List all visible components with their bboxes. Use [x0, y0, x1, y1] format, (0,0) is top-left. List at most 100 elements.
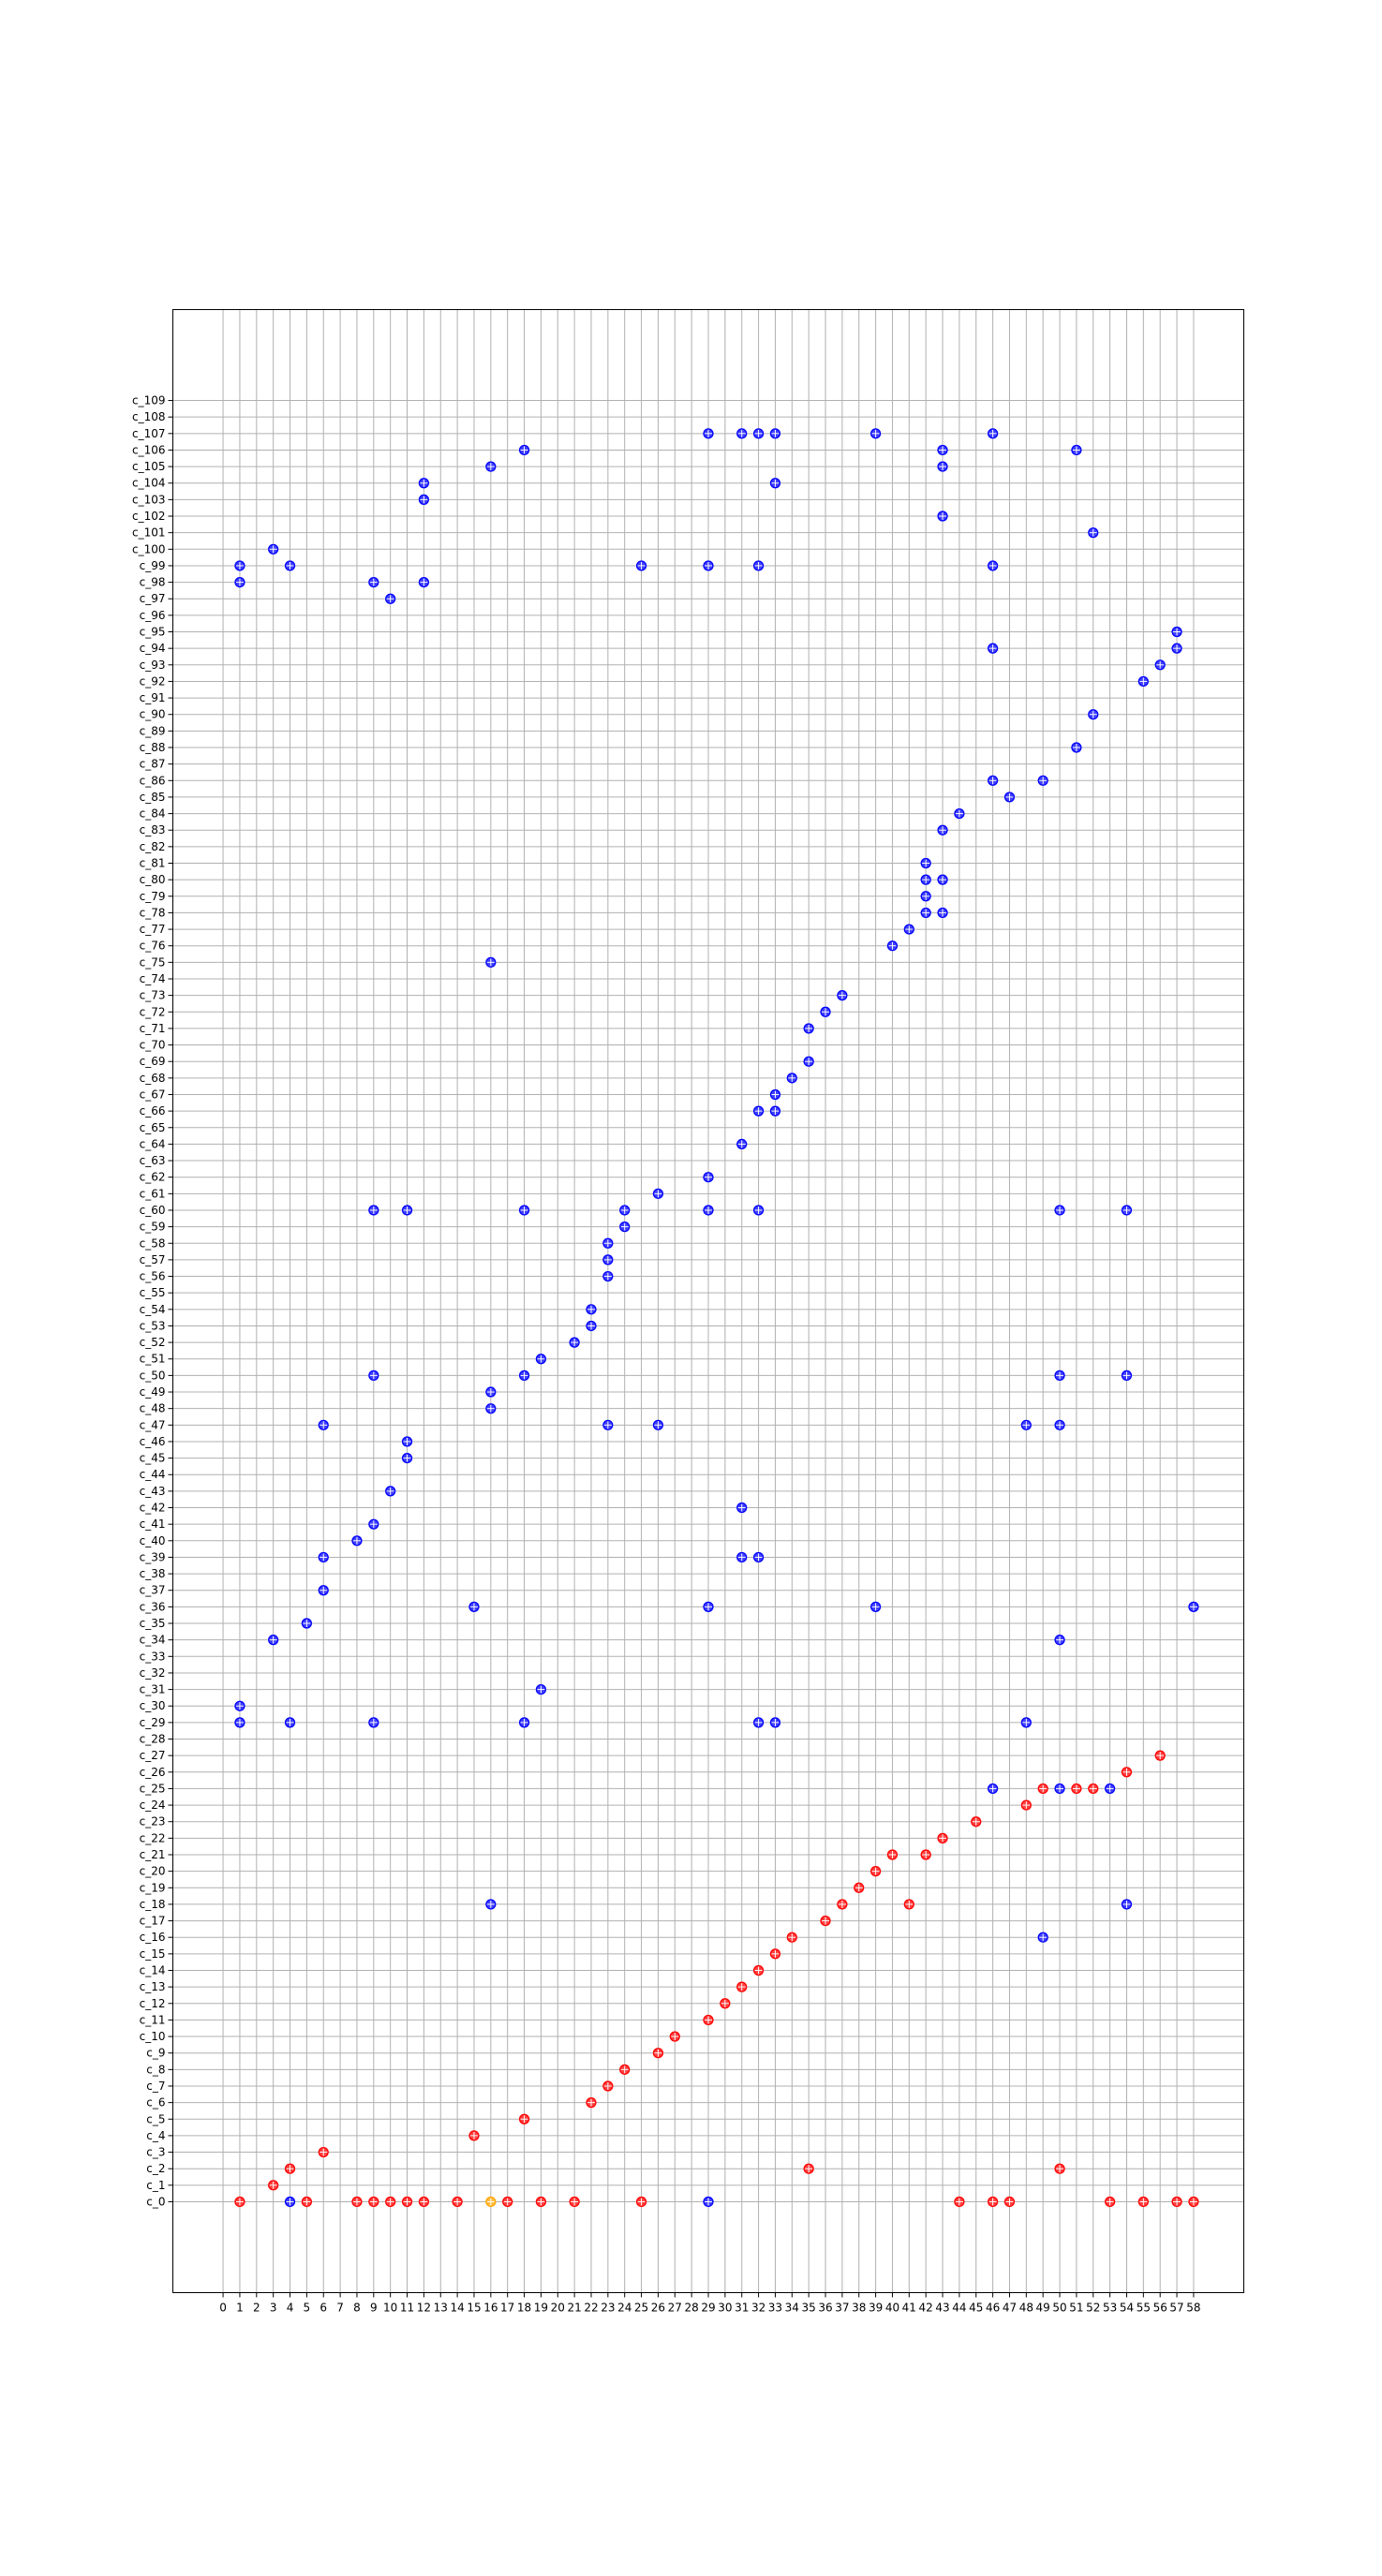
x-tick-label: 27	[668, 2302, 682, 2315]
y-tick-label: c_21	[140, 1848, 166, 1861]
data-point-blue	[769, 428, 781, 439]
x-tick-label: 50	[1052, 2302, 1066, 2315]
y-tick-label: c_6	[146, 2096, 165, 2110]
y-tick-label: c_80	[140, 873, 166, 886]
data-point-blue	[1020, 1717, 1032, 1728]
y-tick-label: c_108	[132, 410, 166, 423]
y-tick-label: c_25	[140, 1782, 166, 1795]
data-point-red	[234, 2196, 245, 2208]
x-tick-label: 48	[1019, 2302, 1033, 2315]
data-point-blue	[1121, 1369, 1133, 1381]
y-tick-label: c_5	[146, 2112, 165, 2125]
data-point-blue	[485, 1403, 497, 1414]
data-point-blue	[937, 874, 948, 885]
data-point-red	[1037, 1783, 1048, 1795]
y-tick-label: c_19	[140, 1881, 166, 1894]
data-point-red	[619, 2064, 631, 2075]
y-tick-label: c_8	[146, 2063, 165, 2076]
y-tick-label: c_27	[140, 1749, 166, 1762]
x-tick-label: 35	[802, 2302, 816, 2315]
data-point-red	[1020, 1799, 1032, 1811]
data-point-blue	[518, 1717, 530, 1728]
y-tick-label: c_66	[140, 1104, 166, 1118]
data-point-blue	[1071, 444, 1082, 456]
data-point-blue	[869, 428, 882, 439]
data-point-red	[586, 2097, 597, 2109]
data-point-blue	[318, 1551, 329, 1563]
data-point-red	[971, 1816, 982, 1828]
data-points	[234, 428, 1199, 2208]
data-point-red	[1154, 1750, 1166, 1761]
x-tick-label: 12	[417, 2302, 431, 2315]
data-point-blue	[769, 1105, 781, 1117]
data-point-red	[535, 2196, 547, 2208]
data-point-red	[854, 1882, 865, 1893]
x-tick-label: 45	[969, 2302, 983, 2315]
data-point-blue	[602, 1419, 614, 1430]
data-point-red	[652, 2048, 664, 2059]
x-tick-label: 29	[701, 2302, 715, 2315]
y-tick-label: c_50	[140, 1369, 166, 1382]
x-tick-label: 14	[450, 2302, 464, 2315]
y-tick-label: c_100	[132, 542, 166, 555]
y-tick-label: c_82	[140, 840, 166, 853]
y-tick-label: c_90	[140, 708, 166, 721]
data-point-blue	[418, 576, 429, 588]
data-point-blue	[586, 1304, 597, 1315]
x-tick-label: 1	[236, 2302, 244, 2315]
x-tick-label: 54	[1120, 2302, 1134, 2315]
y-tick-label: c_105	[132, 460, 166, 473]
data-point-blue	[602, 1254, 614, 1266]
data-point-blue	[1054, 1369, 1065, 1381]
data-point-blue	[820, 1006, 831, 1017]
data-point-red	[569, 2196, 580, 2208]
data-point-red	[920, 1849, 931, 1860]
y-tick-label: c_98	[140, 576, 166, 589]
data-point-blue	[234, 560, 245, 571]
y-tick-label: c_29	[140, 1716, 166, 1729]
data-point-blue	[769, 478, 781, 489]
data-point-blue	[652, 1419, 664, 1430]
data-point-blue	[569, 1337, 580, 1348]
data-point-blue	[954, 807, 965, 820]
y-tick-label: c_37	[140, 1584, 166, 1597]
y-tick-label: c_107	[132, 427, 166, 440]
x-axis-ticks: 0 1 2 3 4 5 6 7 8 9 10 11 12 13 14 15 16 17 18 19 20 21 22 23 24…	[219, 2292, 1201, 2315]
x-tick-label: 26	[651, 2302, 665, 2315]
data-point-blue	[869, 1601, 882, 1612]
x-tick-label: 19	[534, 2302, 548, 2315]
y-tick-label: c_79	[140, 890, 166, 903]
x-tick-label: 2	[253, 2302, 260, 2315]
x-tick-label: 38	[852, 2302, 866, 2315]
y-tick-label: c_55	[140, 1286, 166, 1299]
y-tick-label: c_40	[140, 1534, 166, 1547]
y-tick-label: c_76	[140, 940, 166, 953]
data-point-blue	[1037, 775, 1048, 786]
data-point-blue	[920, 907, 931, 919]
data-point-blue	[518, 1205, 530, 1216]
data-point-red	[1121, 1767, 1133, 1778]
y-tick-label: c_89	[140, 724, 166, 737]
y-tick-label: c_86	[140, 774, 166, 787]
data-point-blue	[988, 428, 999, 439]
x-tick-label: 9	[370, 2302, 378, 2315]
x-tick-label: 17	[500, 2302, 514, 2315]
y-tick-label: c_60	[140, 1204, 166, 1217]
data-point-blue	[635, 560, 647, 571]
data-point-blue	[586, 1320, 597, 1332]
y-tick-label: c_62	[140, 1171, 166, 1184]
data-point-blue	[786, 1073, 797, 1084]
data-point-blue	[602, 1270, 614, 1282]
data-point-blue	[468, 1601, 480, 1612]
data-point-blue	[937, 461, 948, 472]
data-point-blue	[703, 428, 714, 439]
data-point-blue	[803, 1023, 814, 1034]
y-tick-label: c_44	[140, 1468, 166, 1481]
y-tick-label: c_33	[140, 1650, 166, 1663]
data-point-blue	[736, 1551, 748, 1563]
data-point-blue	[234, 576, 245, 588]
data-point-red	[869, 1866, 882, 1877]
y-tick-label: c_13	[140, 1980, 166, 1993]
y-tick-label: c_7	[146, 2080, 165, 2093]
data-point-red	[351, 2196, 363, 2208]
